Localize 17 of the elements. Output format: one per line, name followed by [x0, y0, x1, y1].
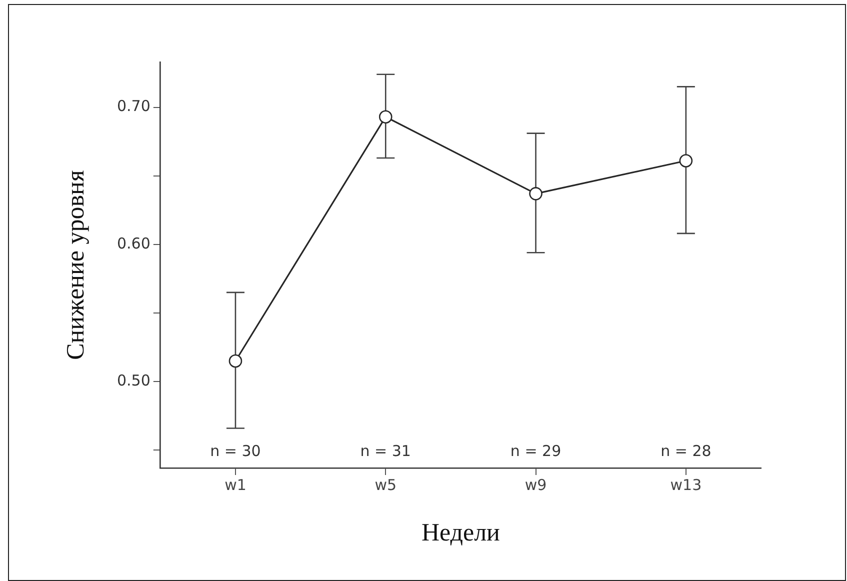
x-tick-label: w13	[670, 476, 702, 494]
annotation: n = 28	[660, 442, 712, 460]
point	[378, 110, 392, 124]
annotation: n = 30	[210, 442, 261, 460]
annotation: n = 29	[510, 442, 562, 460]
y-tick-label: 0.70	[116, 97, 150, 116]
y-tick-label: 0.50	[116, 371, 150, 390]
annotation: n = 31	[360, 442, 411, 460]
x-tick-label: w5	[374, 476, 397, 494]
y-axis-title: Снижение уровня	[62, 170, 90, 360]
point	[679, 154, 693, 168]
point	[228, 354, 242, 368]
y-tick-label: 0.60	[116, 234, 150, 252]
x-tick-label: w9	[524, 476, 547, 494]
x-tick-label: w1	[224, 476, 246, 494]
point	[529, 187, 542, 200]
x-axis-title: Недели	[421, 520, 500, 547]
